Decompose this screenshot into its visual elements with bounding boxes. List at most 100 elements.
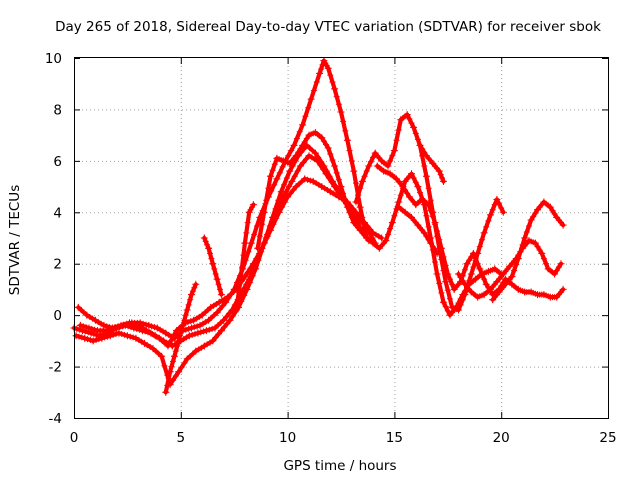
data-point — [463, 260, 471, 268]
data-point — [151, 332, 159, 340]
data-point — [399, 183, 407, 191]
data-point — [277, 188, 285, 196]
data-point — [544, 265, 552, 273]
data-point — [247, 239, 255, 247]
data-point — [506, 262, 514, 270]
data-point — [132, 334, 140, 342]
data-point — [551, 270, 559, 278]
data-point — [273, 154, 281, 162]
data-point — [446, 311, 454, 319]
data-point — [83, 311, 91, 319]
data-point — [190, 316, 198, 324]
data-point — [194, 329, 202, 337]
data-point — [175, 368, 183, 376]
data-point — [81, 334, 89, 342]
data-point — [491, 265, 499, 273]
data-point — [196, 321, 204, 329]
data-point — [329, 177, 336, 185]
data-point — [188, 324, 195, 332]
data-point — [540, 198, 548, 206]
data-point — [378, 157, 386, 165]
data-point — [170, 352, 178, 360]
data-point — [292, 152, 300, 160]
data-point — [170, 334, 178, 342]
data-point — [149, 345, 157, 353]
data-point — [422, 172, 430, 180]
data-point — [384, 162, 392, 170]
data-point — [352, 198, 360, 206]
x-tick-label: 10 — [279, 430, 296, 446]
y-axis-label: SDTVAR / TECUs — [7, 185, 23, 295]
data-point — [427, 239, 435, 247]
data-point — [440, 177, 447, 185]
data-point — [299, 141, 307, 149]
x-tick-label: 0 — [70, 430, 79, 446]
data-point — [217, 327, 225, 335]
data-point — [324, 64, 332, 72]
y-tick-label: 2 — [53, 257, 62, 273]
data-point — [94, 327, 101, 335]
data-point — [273, 175, 281, 183]
data-point — [136, 319, 144, 327]
data-point — [371, 149, 379, 157]
data-point — [527, 288, 535, 296]
data-point — [546, 293, 554, 301]
data-point — [85, 324, 93, 332]
data-point — [455, 306, 462, 314]
data-point — [74, 303, 82, 311]
data-point — [200, 342, 208, 350]
data-point — [200, 234, 208, 242]
series-group — [70, 57, 567, 396]
data-point — [405, 193, 413, 201]
data-point — [493, 278, 501, 286]
data-point — [433, 270, 441, 278]
data-point — [521, 288, 529, 296]
data-point — [141, 339, 148, 347]
data-point — [499, 270, 507, 278]
data-point — [91, 316, 99, 324]
data-point — [559, 285, 567, 293]
data-point — [408, 213, 415, 221]
data-point — [205, 244, 213, 252]
data-point — [484, 267, 492, 275]
series-trace-6 — [352, 111, 507, 314]
series-trace-13 — [416, 141, 447, 185]
data-point — [175, 337, 183, 345]
data-point — [474, 293, 482, 301]
data-point — [343, 136, 351, 144]
data-point — [418, 195, 426, 203]
data-point — [408, 170, 415, 178]
data-point — [499, 208, 507, 216]
data-point — [254, 244, 262, 252]
data-point — [166, 368, 174, 376]
data-point — [158, 352, 166, 360]
data-point — [363, 234, 371, 242]
data-point — [111, 324, 119, 332]
data-point — [467, 270, 475, 278]
series-line — [490, 199, 566, 302]
data-point — [185, 332, 193, 340]
data-point — [213, 309, 221, 317]
data-point — [448, 303, 456, 311]
data-point — [162, 329, 170, 337]
data-point — [350, 167, 358, 175]
data-point — [416, 141, 424, 149]
data-point — [508, 280, 516, 288]
data-point — [493, 195, 501, 203]
data-point — [316, 69, 324, 77]
data-point — [326, 188, 334, 196]
data-point — [502, 280, 509, 288]
data-point — [557, 260, 565, 268]
data-point — [290, 141, 298, 149]
y-tick-label: -4 — [49, 411, 62, 427]
series-trace-11 — [232, 201, 257, 314]
data-point — [356, 226, 364, 234]
data-point — [401, 177, 409, 185]
data-point — [356, 203, 364, 211]
data-point — [414, 183, 422, 191]
data-point — [128, 319, 136, 327]
data-point — [198, 311, 206, 319]
data-point — [382, 237, 390, 245]
data-point — [534, 206, 541, 214]
data-point — [508, 273, 516, 281]
